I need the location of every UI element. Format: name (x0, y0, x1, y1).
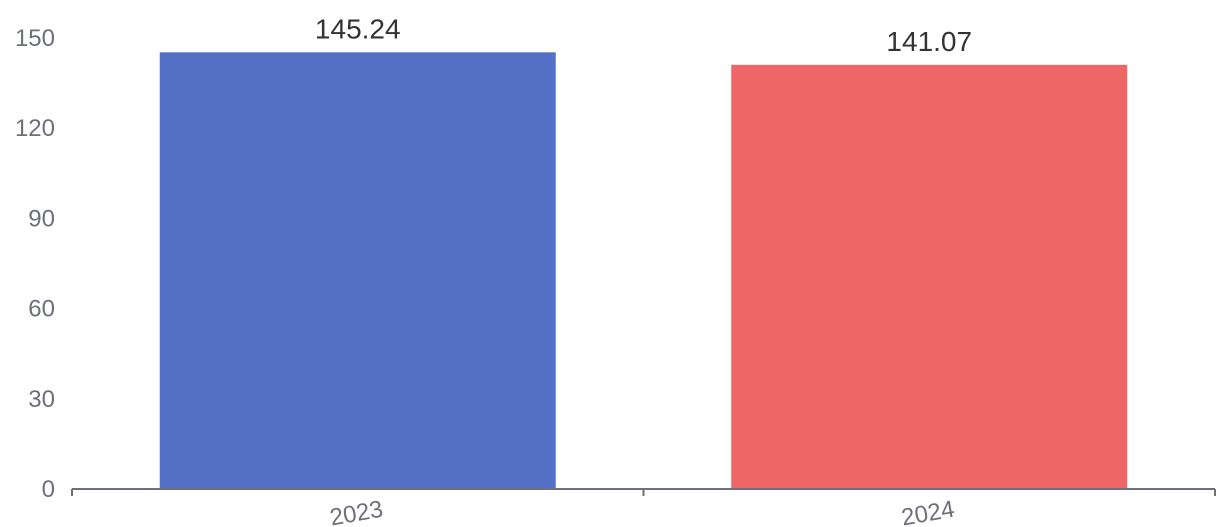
data-label-2024: 141.07 (886, 26, 972, 57)
x-axis (71, 488, 1216, 496)
y-tick-label: 120 (15, 115, 55, 142)
y-tick-label: 150 (15, 25, 55, 52)
y-tick-label: 90 (28, 205, 55, 232)
x-tick-label: 2024 (899, 496, 956, 527)
x-axis-tick-labels: 2023 2024 (328, 496, 957, 527)
bar-2024 (731, 64, 1128, 489)
y-axis-tick-labels: 0 30 60 90 120 150 (15, 25, 55, 503)
bar-2023 (159, 52, 556, 489)
data-label-2023: 145.24 (315, 13, 401, 44)
y-tick-label: 0 (42, 476, 55, 503)
x-tick-label: 2023 (328, 496, 385, 527)
y-tick-label: 30 (28, 386, 55, 413)
y-tick-label: 60 (28, 296, 55, 323)
data-labels: 145.24 141.07 (313, 12, 973, 59)
bars (159, 52, 1128, 489)
